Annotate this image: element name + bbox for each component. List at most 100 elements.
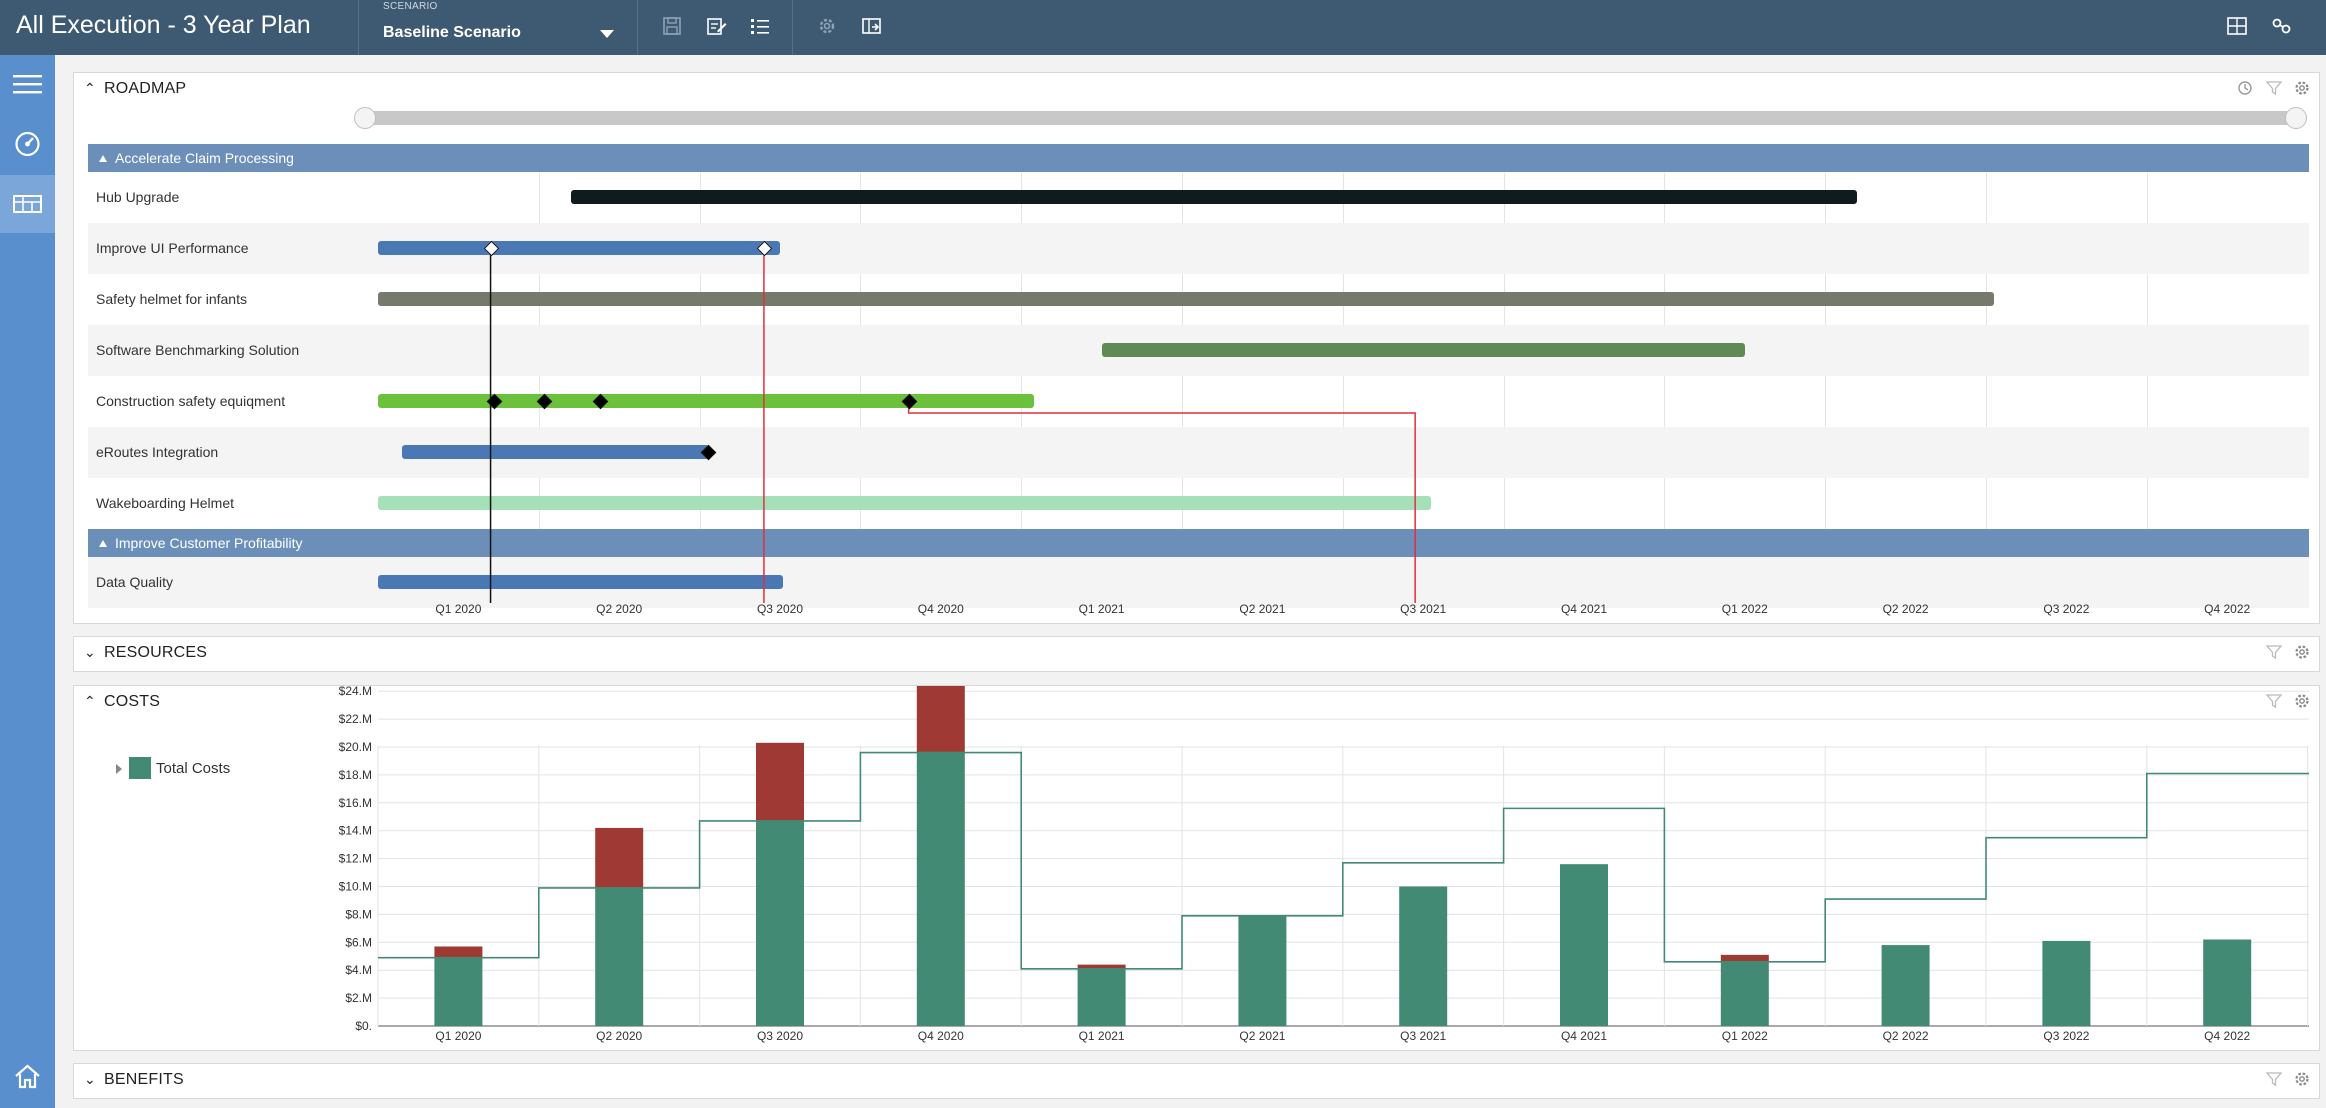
gear-icon[interactable] xyxy=(2293,643,2311,661)
costs-chart: $0. $2.M $4.M $6.M $8.M $10.M $12.M $14.M $16.M $… xyxy=(339,686,2309,1043)
x-tick-label: Q3 2020 xyxy=(757,1029,803,1043)
legend-label[interactable]: Total Costs xyxy=(156,760,231,777)
bar xyxy=(1720,961,1769,1026)
bar xyxy=(756,820,804,1026)
bar xyxy=(1881,945,1930,1026)
roadmap-bar[interactable] xyxy=(378,292,1995,306)
resources-tools xyxy=(2259,643,2311,666)
chevron-down-icon[interactable] xyxy=(600,30,614,38)
gear-icon[interactable] xyxy=(815,14,839,38)
timeline-range-slider[interactable] xyxy=(366,111,2296,125)
y-tick-label: $22.M xyxy=(339,712,372,726)
x-tick-label: Q4 2020 xyxy=(918,1029,964,1043)
roadmap-title: ROADMAP xyxy=(104,80,187,97)
roadmap-bar[interactable] xyxy=(378,575,784,589)
roadmap-panel: ⌃ ROADMAP Accelerate Claim Processing Hub … xyxy=(73,72,2320,624)
layout-icon[interactable] xyxy=(2225,14,2249,38)
roadmap-bar[interactable] xyxy=(378,241,780,255)
filter-icon[interactable] xyxy=(2265,79,2283,97)
export-icon[interactable] xyxy=(860,14,884,38)
chevron-up-icon[interactable]: ⌃ xyxy=(84,80,96,96)
save-icon[interactable] xyxy=(660,14,684,38)
roadmap-row-label: Construction safety equiqment xyxy=(96,393,286,409)
roadmap-bar[interactable] xyxy=(570,190,1858,204)
checklist-icon[interactable] xyxy=(748,14,772,38)
bar xyxy=(434,946,483,958)
roadmap-row[interactable]: Wakeboarding Helmet xyxy=(88,478,2309,529)
y-tick-label: $24.M xyxy=(339,686,372,698)
bar xyxy=(1077,968,1126,1026)
step-line xyxy=(378,751,2309,970)
bar xyxy=(1720,954,1769,962)
costs-header[interactable]: ⌃ COSTS xyxy=(84,693,160,711)
group-header[interactable]: Accelerate Claim Processing xyxy=(88,144,2309,172)
gear-icon[interactable] xyxy=(2293,79,2311,97)
roadmap-row-label: Wakeboarding Helmet xyxy=(96,495,234,511)
bar xyxy=(434,957,483,1026)
roadmap-bar[interactable] xyxy=(402,445,710,459)
gear-icon[interactable] xyxy=(2293,1070,2311,1088)
gridline xyxy=(1664,173,1666,600)
filter-icon[interactable] xyxy=(2265,692,2283,710)
range-end-handle[interactable] xyxy=(2285,107,2307,129)
edit-icon[interactable] xyxy=(704,14,728,38)
y-tick-label: $16.M xyxy=(339,796,372,810)
chevron-down-icon[interactable]: ⌄ xyxy=(84,1071,96,1087)
group-name: Improve Customer Profitability xyxy=(115,535,303,551)
resources-title: RESOURCES xyxy=(104,644,208,661)
costs-title: COSTS xyxy=(104,693,161,710)
roadmap-row[interactable]: Hub Upgrade xyxy=(88,172,2309,223)
scenario-label: SCENARIO xyxy=(383,1,438,12)
roadmap-row[interactable]: Safety helmet for infants xyxy=(88,274,2309,325)
share-icon[interactable] xyxy=(2269,14,2293,38)
bar xyxy=(1077,964,1126,969)
home-icon[interactable] xyxy=(0,1047,55,1105)
group-name: Accelerate Claim Processing xyxy=(115,150,294,166)
roadmap-row-label: Safety helmet for infants xyxy=(96,291,247,307)
app-title: All Execution - 3 Year Plan xyxy=(16,11,311,39)
quarter-label: Q1 2022 xyxy=(1721,602,1768,616)
left-sidebar xyxy=(0,55,55,1108)
bar xyxy=(916,752,965,1026)
chevron-down-icon[interactable]: ⌄ xyxy=(84,644,96,660)
quarter-label: Q4 2021 xyxy=(1560,602,1608,616)
y-tick-label: $18.M xyxy=(339,768,372,782)
range-start-handle[interactable] xyxy=(354,107,376,129)
resources-header[interactable]: ⌄ RESOURCES xyxy=(84,644,207,662)
quarter-label: Q4 2022 xyxy=(2204,602,2251,616)
benefits-panel: ⌄ BENEFITS xyxy=(73,1063,2320,1099)
roadmap-row[interactable]: Construction safety equiqment xyxy=(88,376,2309,427)
benefits-header[interactable]: ⌄ BENEFITS xyxy=(84,1071,184,1089)
costs-panel: ⌃ COSTS Total Costs $0. $2.M $4.M $6.M $8.M $1… xyxy=(73,685,2320,1051)
menu-icon[interactable] xyxy=(0,55,55,113)
scenario-value[interactable]: Baseline Scenario xyxy=(383,24,521,41)
benefits-tools xyxy=(2259,1070,2311,1093)
gridline xyxy=(538,173,540,600)
gridline xyxy=(1021,173,1023,600)
x-tick-label: Q1 2020 xyxy=(435,1029,481,1043)
roadmap-row-label: Data Quality xyxy=(96,574,174,590)
gridline xyxy=(2146,173,2148,600)
gear-icon[interactable] xyxy=(2293,692,2311,710)
roadmap-bar[interactable] xyxy=(378,496,1432,510)
bar xyxy=(1560,864,1608,1026)
roadmap-bar[interactable] xyxy=(1101,343,1745,357)
roadmap-header[interactable]: ⌃ ROADMAP xyxy=(84,80,186,98)
y-tick-label: $20.M xyxy=(339,740,372,754)
filter-icon[interactable] xyxy=(2265,1070,2283,1088)
roadmap-row-label: Software Benchmarking Solution xyxy=(96,342,300,358)
chevron-up-icon[interactable]: ⌃ xyxy=(84,693,96,709)
group-header[interactable]: Improve Customer Profitability xyxy=(88,529,2309,557)
y-tick-label: $8.M xyxy=(345,907,372,921)
filter-icon[interactable] xyxy=(2265,643,2283,661)
x-tick-label: Q4 2021 xyxy=(1561,1029,1607,1043)
history-icon[interactable] xyxy=(2236,79,2254,97)
bar xyxy=(1399,886,1448,1026)
legend-expand-icon[interactable] xyxy=(116,764,122,774)
legend-swatch[interactable] xyxy=(129,757,151,779)
gridline xyxy=(699,173,701,600)
dashboard-icon[interactable] xyxy=(0,115,55,173)
roadmap-icon[interactable] xyxy=(0,175,55,233)
collapse-icon[interactable] xyxy=(99,540,107,547)
collapse-icon[interactable] xyxy=(99,155,107,162)
